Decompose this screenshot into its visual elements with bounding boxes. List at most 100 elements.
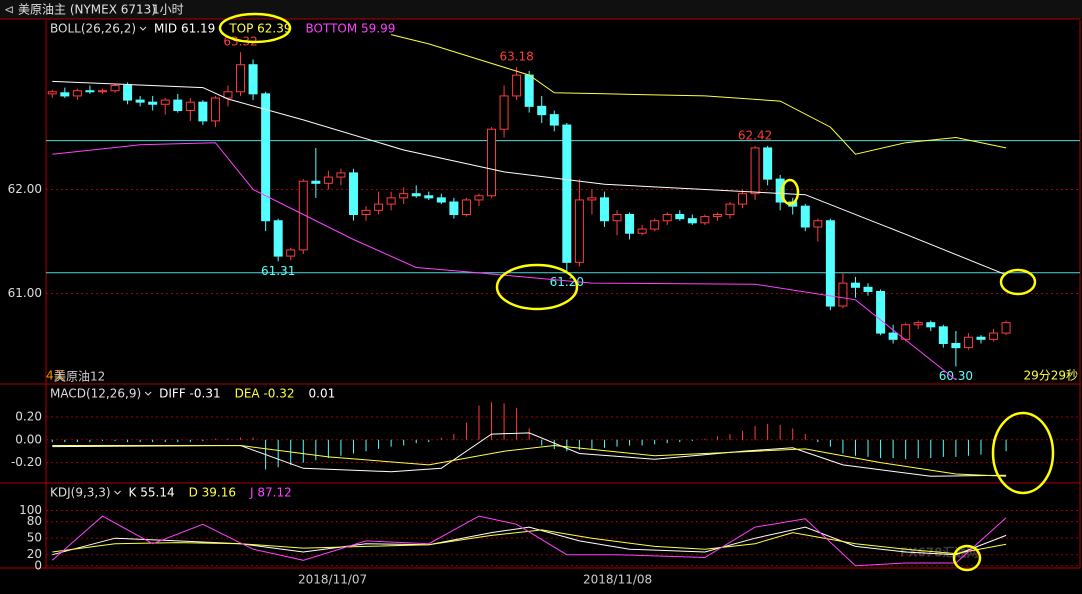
- candle-body: [336, 172, 346, 178]
- candle-body: [989, 332, 999, 340]
- extreme-label: 60.30: [939, 369, 973, 383]
- candle-body: [951, 342, 961, 349]
- candle-body: [738, 193, 748, 205]
- readout: MID 61.19: [154, 22, 215, 36]
- annotation-circle: [780, 178, 800, 206]
- readout: DIFF -0.31: [159, 387, 220, 401]
- candle-body: [424, 195, 434, 199]
- candle-body: [399, 193, 409, 199]
- candle-body: [185, 101, 195, 111]
- y-tick-label: 0.20: [15, 409, 42, 423]
- indicator-name: KDJ(9,3,3): [50, 486, 111, 500]
- y-tick-label: 80: [27, 514, 42, 528]
- candle-body: [913, 322, 923, 326]
- candle-body: [461, 199, 471, 216]
- candle-body: [637, 228, 647, 234]
- candle-body: [311, 180, 321, 184]
- candle-body: [449, 201, 459, 216]
- y-tick-label: 61.00: [8, 286, 42, 300]
- extreme-label: 63.18: [499, 49, 533, 63]
- readout: TOP 62.39: [228, 22, 291, 36]
- indicator-line: [52, 142, 957, 381]
- candle-body: [825, 220, 835, 307]
- indicator-name: BOLL(26,26,2): [50, 22, 136, 36]
- candle-body: [1001, 322, 1011, 334]
- candle-body: [236, 64, 246, 93]
- date-label: 2018/11/08: [583, 573, 652, 587]
- readout: K 55.14: [129, 486, 175, 500]
- candle-body: [863, 286, 873, 292]
- candle-body: [524, 74, 534, 107]
- candle-body: [499, 95, 509, 130]
- candle-body: [47, 91, 57, 95]
- indicator-line: [52, 529, 1007, 555]
- candle-body: [72, 90, 82, 97]
- candle-body: [323, 176, 333, 184]
- candle-body: [436, 197, 446, 203]
- candle-body: [574, 199, 584, 263]
- readout: D 39.16: [189, 486, 236, 500]
- candle-body: [712, 214, 722, 218]
- candle-body: [135, 99, 145, 103]
- candle-body: [625, 214, 635, 234]
- candle-body: [662, 214, 672, 222]
- annotation-circle: [952, 544, 982, 572]
- candle-body: [888, 332, 898, 340]
- candle-body: [850, 282, 860, 288]
- y-tick-label: 0: [34, 558, 42, 572]
- candle-body: [198, 101, 208, 122]
- candle-body: [160, 99, 170, 105]
- candle-body: [173, 99, 183, 111]
- y-tick-label: 20: [27, 547, 42, 561]
- annotation-circle: [495, 263, 579, 311]
- period[interactable]: 1小时: [152, 3, 184, 17]
- y-tick-label: 0.00: [15, 432, 42, 446]
- candle-body: [938, 326, 948, 344]
- readout: DEA -0.32: [235, 387, 295, 401]
- candle-body: [963, 336, 973, 349]
- back-icon[interactable]: ⊲: [4, 3, 14, 17]
- candle-body: [763, 147, 773, 180]
- candle-body: [537, 105, 547, 116]
- indicator-name: MACD(12,26,9): [50, 387, 141, 401]
- candle-body: [775, 178, 785, 203]
- candle-body: [800, 205, 810, 228]
- candle-body: [675, 214, 685, 220]
- y-tick-label: -0.20: [11, 455, 42, 469]
- candle-body: [60, 92, 70, 97]
- extreme-label: 61.31: [261, 264, 295, 278]
- candle-body: [599, 197, 609, 222]
- candle-body: [700, 216, 710, 224]
- indicator-line: [52, 432, 1007, 477]
- date-label: 2018/11/07: [298, 573, 367, 587]
- candle-body: [223, 91, 233, 99]
- candle-body: [248, 64, 258, 95]
- candle-body: [148, 101, 158, 105]
- readout: BOTTOM 59.99: [306, 22, 396, 36]
- readout: 0.01: [309, 387, 336, 401]
- candle-body: [123, 85, 133, 101]
- candle-body: [876, 290, 886, 334]
- footer-label: 美原油12: [54, 370, 105, 384]
- candle-body: [650, 220, 660, 230]
- countdown: 29分29秒: [1023, 369, 1078, 383]
- annotation-circle: [218, 12, 292, 44]
- annotation-circle: [999, 268, 1037, 296]
- indicator-line: [51, 515, 1007, 567]
- candle-body: [386, 197, 396, 205]
- y-tick-label: 100: [19, 503, 42, 517]
- candle-body: [110, 85, 120, 92]
- symbol[interactable]: 美原油主 (NYMEX 6713): [18, 3, 156, 17]
- candle-body: [750, 147, 760, 195]
- candle-body: [374, 203, 384, 211]
- candle-body: [261, 93, 271, 222]
- candle-body: [612, 214, 622, 222]
- candle-body: [85, 90, 95, 93]
- indicator-line: [52, 444, 1007, 477]
- candle-body: [361, 209, 371, 216]
- candle-body: [838, 282, 848, 307]
- candle-body: [286, 249, 296, 257]
- candle-body: [687, 218, 697, 224]
- y-tick-label: 62.00: [8, 182, 42, 196]
